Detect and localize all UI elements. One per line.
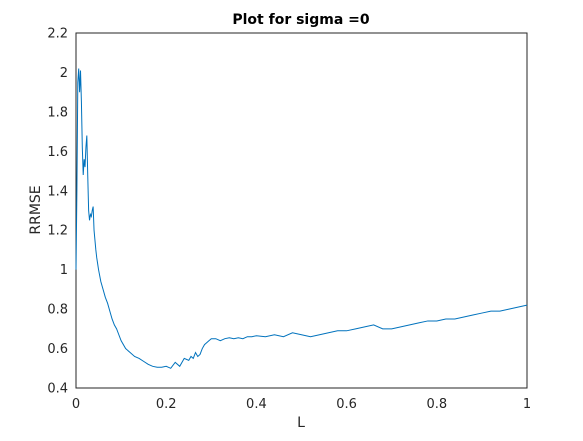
x-tick-label: 0.4 xyxy=(246,397,267,412)
x-tick-label: 0.6 xyxy=(336,397,357,412)
x-tick-labels: 0 0.2 0.4 0.6 0.8 1 xyxy=(72,397,531,412)
y-tick-label: 1.2 xyxy=(47,224,68,239)
y-tick-labels: 0.4 0.6 0.8 1 1.2 1.4 1.6 1.8 2 2.2 xyxy=(47,27,68,397)
y-tick-label: 0.8 xyxy=(47,303,68,318)
y-tick-label: 2 xyxy=(60,66,68,81)
y-tick-label: 0.6 xyxy=(47,342,68,357)
plot-area xyxy=(75,32,528,389)
chart-title: Plot for sigma =0 xyxy=(232,12,370,28)
x-tick-label: 0 xyxy=(72,397,80,412)
x-tick-label: 1 xyxy=(523,397,531,412)
x-axis-label: L xyxy=(297,415,305,431)
y-axis-label: RRMSE xyxy=(28,185,44,234)
y-tick-label: 0.4 xyxy=(47,382,68,397)
y-tick-label: 2.2 xyxy=(47,27,68,42)
series-line xyxy=(75,68,528,369)
y-tick-label: 1.8 xyxy=(47,105,68,120)
y-tick-label: 1.6 xyxy=(47,145,68,160)
y-tick-label: 1 xyxy=(60,263,68,278)
y-tick-label: 1.4 xyxy=(47,184,68,199)
x-tick-label: 0.8 xyxy=(426,397,447,412)
x-tick-label: 0.2 xyxy=(156,397,177,412)
